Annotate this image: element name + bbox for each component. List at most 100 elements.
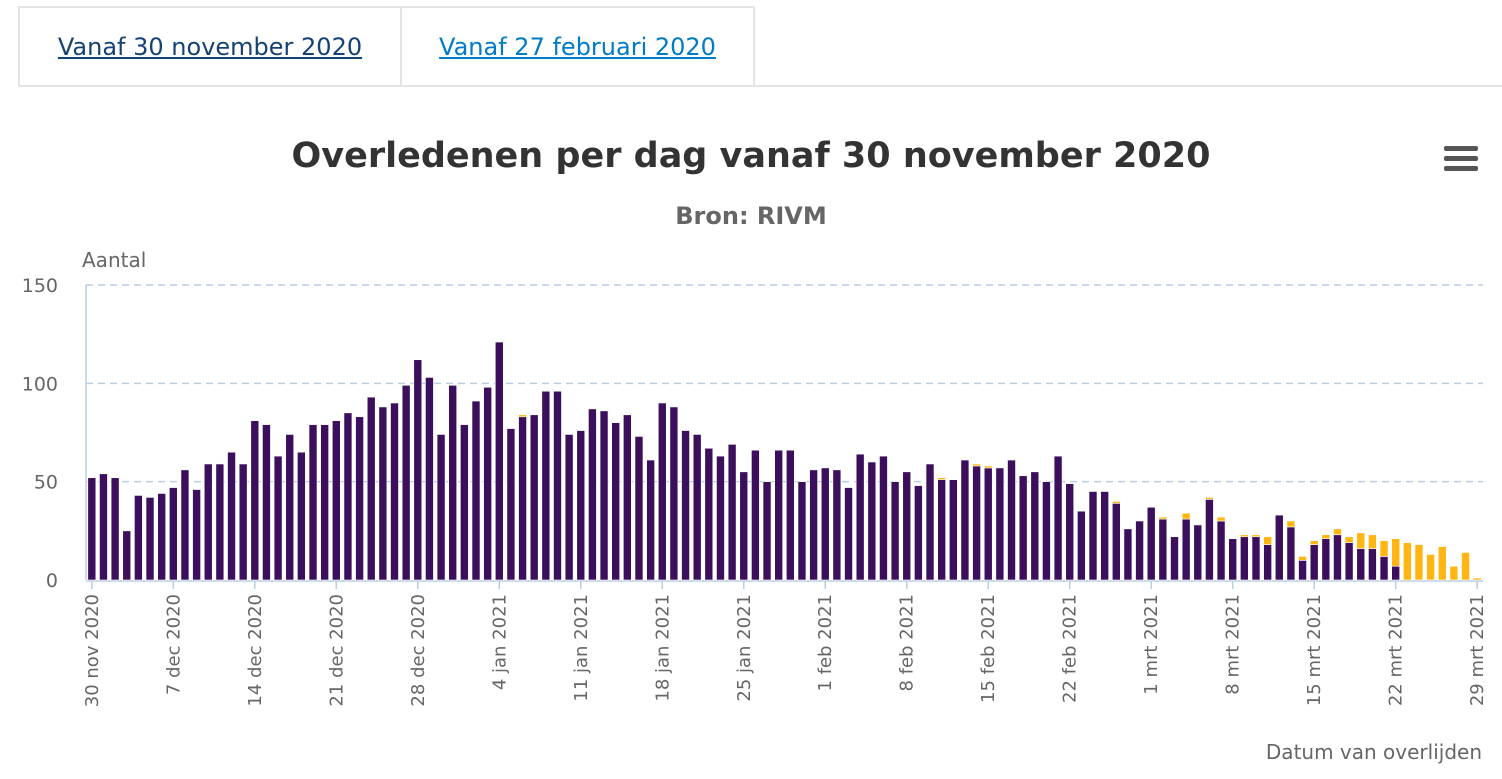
bar-segment-pending xyxy=(1205,497,1214,500)
bar-segment xyxy=(273,455,283,581)
x-tick-label: 22 feb 2021 xyxy=(1060,594,1081,703)
bar-segment xyxy=(169,487,178,581)
bar-segment xyxy=(786,449,795,581)
bar-segment xyxy=(483,386,492,581)
bar-segment-pending xyxy=(1403,542,1412,581)
bar-segment xyxy=(87,477,97,581)
bar-segment xyxy=(401,384,411,581)
bar-segment xyxy=(1228,538,1238,581)
bar-segment-pending xyxy=(1426,554,1435,581)
bar-segment xyxy=(646,459,655,581)
bar-segment-pending xyxy=(1333,528,1342,536)
x-tick-label: 28 dec 2020 xyxy=(408,594,429,707)
x-tick-label: 30 nov 2020 xyxy=(82,594,103,707)
bar-segment xyxy=(506,428,516,581)
bar-segment-pending xyxy=(1321,534,1331,539)
bar-segment-pending xyxy=(1181,512,1191,520)
y-tick-label: 0 xyxy=(46,570,58,592)
bar-segment xyxy=(1321,538,1331,581)
bar-segment-pending xyxy=(1158,516,1168,520)
x-tick-label: 11 jan 2021 xyxy=(571,594,592,702)
bar-segment xyxy=(1018,475,1028,581)
x-tick-label: 7 dec 2020 xyxy=(163,594,184,695)
hamburger-menu-icon[interactable] xyxy=(1444,146,1478,174)
bar-segment xyxy=(1077,510,1086,581)
bar-segment-pending xyxy=(1472,577,1482,581)
bar-segment-pending xyxy=(1437,546,1447,581)
bar-segment xyxy=(1007,459,1016,581)
bar-segment-pending xyxy=(1356,532,1366,549)
bar-segment xyxy=(436,434,446,581)
bar-segment xyxy=(99,473,108,581)
bar-segment xyxy=(599,410,609,581)
bar-segment xyxy=(1111,502,1121,581)
bar-segment xyxy=(471,400,481,581)
bar-segment xyxy=(1042,481,1051,581)
bar-segment xyxy=(297,451,306,581)
bar-segment xyxy=(529,414,539,581)
bar-segment xyxy=(250,420,260,581)
bar-segment-pending xyxy=(1216,516,1226,522)
bar-segment xyxy=(1286,526,1296,581)
tab-bar: Vanaf 30 november 2020 Vanaf 27 februari… xyxy=(18,6,1502,87)
bar-segment xyxy=(623,414,632,581)
bar-segment xyxy=(716,455,725,581)
chart-title: Overledenen per dag vanaf 30 november 20… xyxy=(291,136,1211,176)
bar-segment xyxy=(1298,560,1307,581)
bar-segment xyxy=(1146,506,1156,581)
bar-segment xyxy=(192,489,201,581)
bar-segment-pending xyxy=(1263,536,1272,545)
bar-segment xyxy=(1368,548,1377,581)
bar-segment xyxy=(692,434,702,581)
bar-segment-pending xyxy=(1461,552,1470,581)
bar-segment xyxy=(1251,536,1261,581)
bar-segment xyxy=(576,430,586,581)
bar-segment xyxy=(1216,520,1226,581)
bar-segment xyxy=(1053,455,1063,581)
bar-segment xyxy=(890,481,900,581)
x-tick-label: 8 feb 2021 xyxy=(897,594,918,692)
bar-segment-pending xyxy=(1391,538,1400,567)
bar-segment xyxy=(727,443,737,581)
x-tick-label: 14 dec 2020 xyxy=(245,594,266,707)
bar-segment-pending xyxy=(1379,540,1389,557)
y-tick-label: 150 xyxy=(22,275,58,297)
bar-segment xyxy=(832,469,842,581)
x-tick-label: 29 mrt 2021 xyxy=(1467,594,1488,706)
bar-segment xyxy=(331,420,341,581)
bar-segment xyxy=(983,467,993,581)
bar-segment xyxy=(681,430,690,581)
bar-segment-pending xyxy=(1240,534,1249,538)
bar-segment xyxy=(262,424,271,581)
bar-segment xyxy=(1065,483,1075,581)
x-tick-label: 8 mrt 2021 xyxy=(1223,594,1244,695)
bar-segment xyxy=(995,467,1005,581)
bar-segment xyxy=(157,493,166,581)
x-tick-label: 15 mrt 2021 xyxy=(1304,594,1325,706)
bar-segment xyxy=(1170,536,1179,581)
tab-vanaf-30-november-2020[interactable]: Vanaf 30 november 2020 xyxy=(18,6,402,85)
bar-segment xyxy=(366,396,376,581)
x-tick-label: 21 dec 2020 xyxy=(326,594,347,707)
x-tick-label: 1 feb 2021 xyxy=(815,594,836,692)
bar-segment-pending xyxy=(983,465,993,469)
bar-segment xyxy=(355,416,364,581)
bar-segment xyxy=(203,463,213,581)
bar-segment xyxy=(1263,544,1272,581)
bar-segment xyxy=(820,467,830,581)
bar-segment xyxy=(879,455,888,581)
bar-segment xyxy=(797,481,807,581)
bar-segment xyxy=(238,463,248,581)
bar-segment xyxy=(844,487,853,581)
bar-segment xyxy=(1344,542,1354,581)
bar-segment xyxy=(855,453,865,581)
bar-segment-pending xyxy=(1368,534,1377,549)
x-tick-label: 22 mrt 2021 xyxy=(1386,594,1407,706)
bar-segment-pending xyxy=(1298,556,1307,561)
bar-segment-pending xyxy=(1449,565,1459,581)
tab-vanaf-27-februari-2020[interactable]: Vanaf 27 februari 2020 xyxy=(400,6,755,85)
bar-segment xyxy=(122,530,132,581)
bar-segment xyxy=(949,479,958,581)
bar-segment xyxy=(553,390,562,581)
x-tick-label: 1 mrt 2021 xyxy=(1141,594,1162,695)
